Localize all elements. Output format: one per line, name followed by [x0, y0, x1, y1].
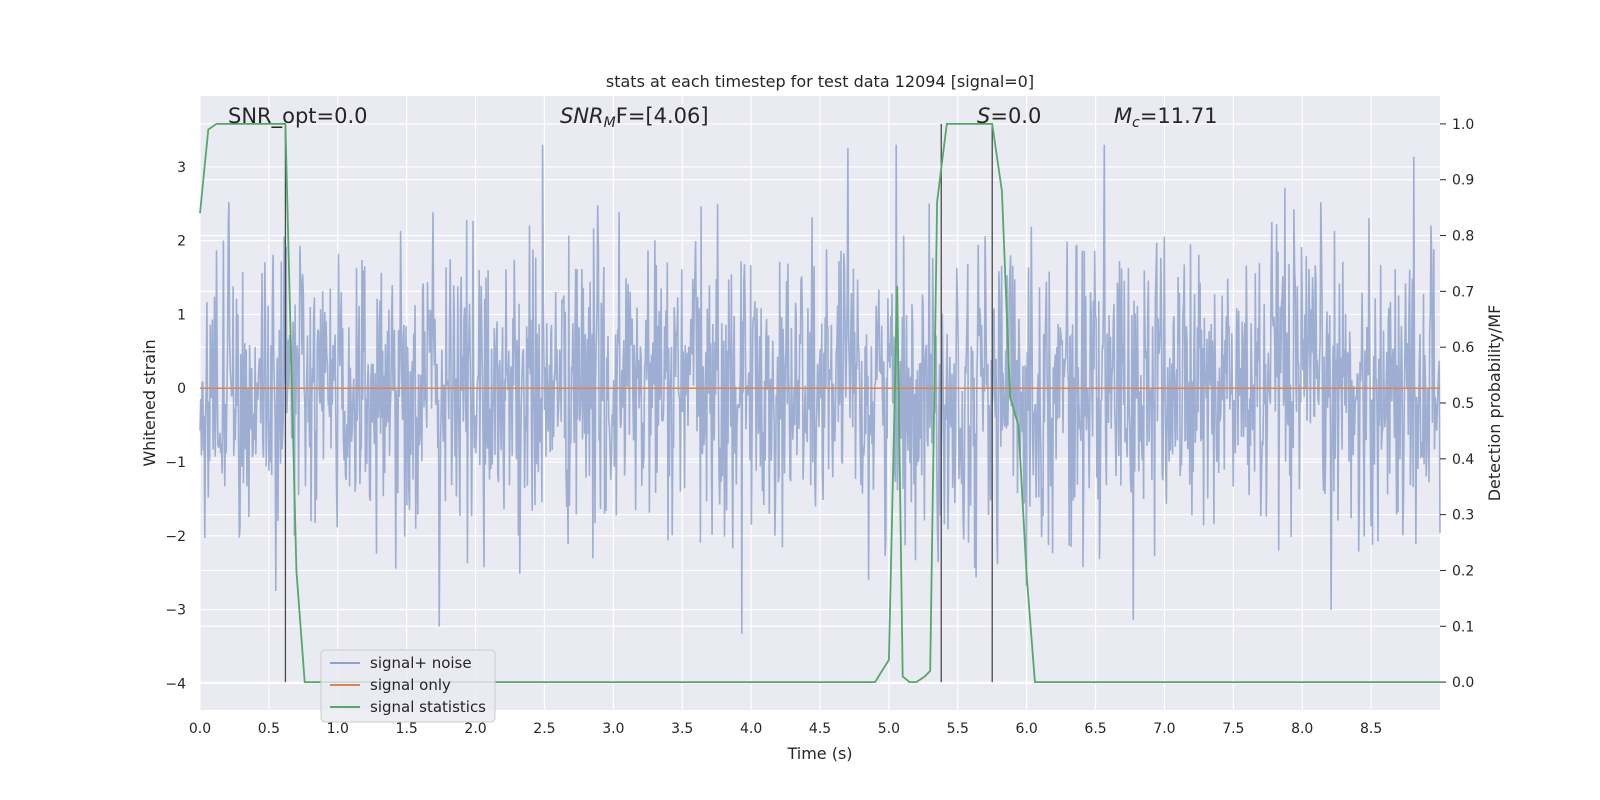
y-right-tick-label: 0.5 — [1452, 396, 1474, 412]
x-axis-ticks: 0.0 0.5 1.0 1.5 2.0 2.5 3.0 3.5 4.0 4.5 5.0 5.5 6.0 6… — [189, 721, 1382, 737]
annotation-mc-prefix: M — [1114, 104, 1132, 128]
x-tick-label: 3.5 — [671, 721, 693, 737]
vertical-markers — [284, 123, 993, 683]
signal-statistics-line — [199, 123, 1440, 683]
x-tick-label: 0.5 — [258, 721, 280, 737]
x-tick-label: 4.0 — [740, 721, 762, 737]
x-tick-label: 6.5 — [1084, 721, 1106, 737]
x-tick-label: 7.0 — [1153, 721, 1175, 737]
y-right-tick-label: 0.9 — [1452, 173, 1474, 189]
y-right-tick-label: 0.3 — [1452, 508, 1474, 524]
y-left-tick-label: −4 — [165, 676, 186, 692]
y-left-tick-label: 0 — [177, 381, 186, 397]
legend: signal+ noise signal only signal statist… — [320, 649, 496, 723]
annotation-mc-suffix: =11.71 — [1140, 104, 1218, 128]
x-tick-label: 1.5 — [396, 721, 418, 737]
chart-title: stats at each timestep for test data 120… — [606, 72, 1034, 91]
annotation-mc: Mc=11.71 — [1114, 104, 1218, 131]
y-right-axis-ticks: 0.0 0.1 0.2 0.3 0.4 0.5 0.6 0.7 0.8 0.9 1.0 — [1440, 117, 1474, 691]
x-tick-label: 5.5 — [947, 721, 969, 737]
y-left-tick-label: 3 — [177, 160, 186, 176]
x-tick-label: 4.5 — [809, 721, 831, 737]
annotation-snr-mf: SNRMF=[4.06] — [560, 104, 709, 131]
annotation-s-suffix: =0.0 — [990, 104, 1041, 128]
x-tick-label: 7.5 — [1222, 721, 1244, 737]
y-right-tick-label: 0.6 — [1452, 340, 1474, 356]
y-right-tick-label: 0.7 — [1452, 284, 1474, 300]
y-left-tick-label: 1 — [177, 307, 186, 323]
x-tick-label: 1.0 — [327, 721, 349, 737]
legend-label-signal-statistics: signal statistics — [370, 698, 486, 716]
x-tick-label: 0.0 — [189, 721, 211, 737]
y-left-axis-ticks: −4 −3 −2 −1 0 1 2 3 — [165, 160, 186, 693]
y-left-tick-label: 2 — [177, 234, 186, 250]
annotation-snr-mf-sub: M — [604, 115, 616, 131]
legend-label-signal-plus-noise: signal+ noise — [370, 654, 472, 672]
signal-plus-noise-line — [199, 144, 1441, 634]
legend-label-signal-only: signal only — [370, 676, 451, 694]
annotation-snr-mf-suffix: F=[4.06] — [616, 104, 709, 128]
x-tick-label: 6.0 — [1016, 721, 1038, 737]
y-right-tick-label: 0.2 — [1452, 563, 1474, 579]
y-right-tick-label: 0.4 — [1452, 452, 1474, 468]
y-right-tick-label: 0.8 — [1452, 229, 1474, 245]
legend-box — [320, 649, 496, 723]
x-tick-label: 3.0 — [602, 721, 624, 737]
annotation-snr-mf-prefix: SNR — [560, 104, 604, 128]
y-right-axis-label: Detection probability/MF — [1485, 305, 1504, 502]
x-tick-label: 8.0 — [1291, 721, 1313, 737]
x-tick-label: 8.5 — [1360, 721, 1382, 737]
annotation-s-prefix: S — [977, 104, 990, 128]
x-axis-label: Time (s) — [786, 744, 852, 763]
y-left-tick-label: −1 — [165, 455, 186, 471]
y-left-axis-label: Whitened strain — [140, 339, 159, 466]
x-tick-label: 2.0 — [464, 721, 486, 737]
y-left-tick-label: −2 — [165, 529, 186, 545]
annotation-mc-sub: c — [1132, 115, 1140, 131]
annotation-s: S=0.0 — [977, 104, 1041, 128]
y-right-tick-label: 1.0 — [1452, 117, 1474, 133]
annotation-snr-opt: SNR_opt=0.0 — [228, 104, 368, 129]
series-signal-statistics — [199, 123, 1440, 683]
y-left-tick-label: −3 — [165, 603, 186, 619]
x-tick-label: 2.5 — [533, 721, 555, 737]
y-right-tick-label: 0.1 — [1452, 619, 1474, 635]
series-signal-plus-noise — [199, 144, 1441, 634]
x-tick-label: 5.0 — [878, 721, 900, 737]
y-right-tick-label: 0.0 — [1452, 675, 1474, 691]
